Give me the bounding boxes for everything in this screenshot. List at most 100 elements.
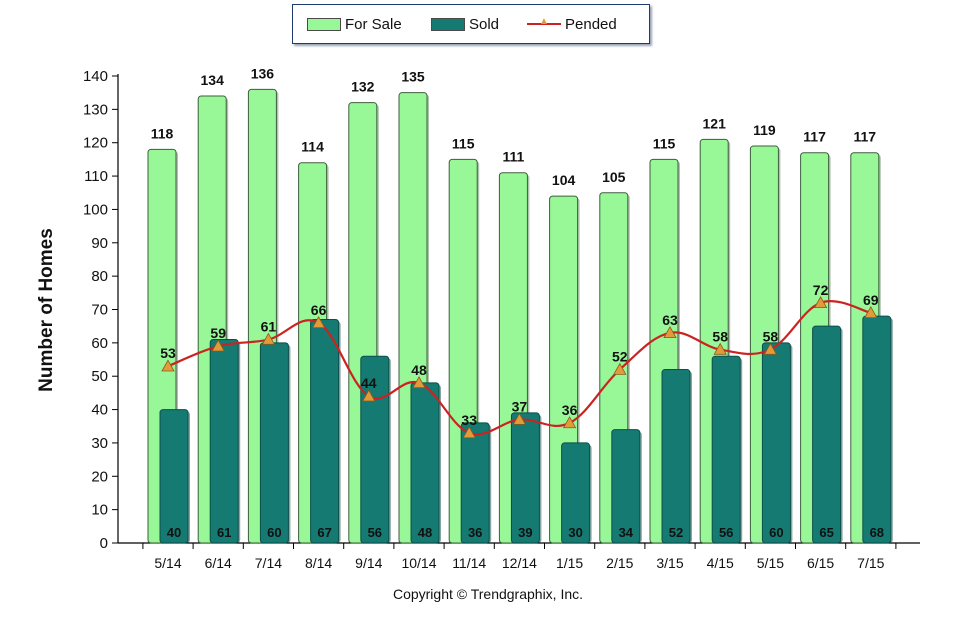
x-tick-label: 3/15 (656, 555, 683, 571)
bar-sold (259, 342, 289, 544)
data-label-for-sale: 115 (653, 135, 676, 151)
y-tick-label: 20 (91, 468, 108, 485)
data-label-sold: 52 (669, 525, 683, 540)
data-label-for-sale: 105 (602, 169, 626, 185)
x-tick-label: 4/15 (707, 555, 734, 571)
bar-sold (611, 429, 641, 544)
marker-pended (713, 342, 727, 355)
legend: For Sale Sold Pended (292, 4, 650, 44)
data-label-sold: 34 (619, 525, 634, 540)
legend-swatch-for-sale (307, 17, 341, 31)
data-label-sold: 67 (317, 525, 331, 540)
marker-pended (763, 342, 778, 355)
x-tick-label: 5/14 (154, 555, 181, 571)
data-label-sold: 60 (769, 525, 783, 540)
data-label-for-sale: 135 (401, 69, 425, 85)
y-tick-label: 110 (84, 168, 108, 185)
data-label-pended: 69 (863, 292, 879, 308)
marker-pended (562, 416, 577, 429)
legend-label-for-sale: For Sale (345, 15, 402, 33)
x-tick-label: 2/15 (606, 555, 633, 571)
data-label-pended: 36 (562, 402, 578, 418)
data-label-sold: 39 (518, 525, 532, 540)
legend-line-pended (527, 16, 561, 31)
data-label-pended: 52 (612, 349, 628, 365)
y-tick-label: 70 (91, 302, 108, 319)
data-label-sold: 48 (418, 525, 432, 540)
data-label-for-sale: 117 (854, 129, 877, 145)
y-tick-label: 50 (91, 368, 108, 385)
y-tick-label: 120 (83, 135, 108, 152)
copyright: Copyright © Trendgraphix, Inc. (392, 586, 584, 602)
y-tick-label: 140 (83, 68, 108, 85)
data-label-pended: 33 (461, 412, 477, 428)
data-label-sold: 65 (819, 525, 833, 540)
data-label-sold: 68 (870, 525, 884, 540)
bar-sold (661, 369, 691, 544)
data-label-sold: 56 (719, 525, 733, 540)
x-tick-label: 6/15 (807, 555, 834, 571)
y-tick-label: 130 (83, 101, 108, 118)
data-label-sold: 56 (368, 525, 382, 540)
data-label-pended: 66 (311, 302, 327, 318)
bar-sold (410, 382, 440, 544)
bar-sold (510, 412, 540, 544)
data-label-for-sale: 121 (703, 115, 727, 131)
legend-label-pended: Pended (565, 15, 617, 33)
y-tick-label: 0 (100, 535, 108, 552)
bar-sold (561, 442, 591, 544)
marker-pended (813, 296, 828, 309)
x-tick-label: 8/14 (305, 555, 332, 571)
x-tick-label: 7/14 (255, 555, 282, 571)
data-label-pended: 63 (662, 312, 678, 328)
data-label-for-sale: 111 (502, 149, 524, 165)
bar-sold (159, 409, 189, 544)
bar-sold (761, 342, 791, 544)
x-tick-label: 10/14 (401, 555, 436, 571)
marker-pended (462, 426, 476, 439)
marker-pended (864, 306, 878, 319)
marker-pended (412, 376, 426, 389)
legend-item-pended: Pended (527, 15, 617, 33)
data-label-for-sale: 132 (351, 79, 375, 95)
marker-pended (663, 326, 677, 339)
data-label-for-sale: 119 (753, 122, 776, 138)
marker-pended (161, 359, 175, 372)
x-tick-label: 9/14 (355, 555, 382, 571)
data-label-pended: 59 (210, 325, 226, 341)
bar-sold (862, 315, 892, 544)
y-axis-title: Number of Homes (36, 228, 57, 392)
x-tick-label: 5/15 (757, 555, 784, 571)
data-label-for-sale: 114 (301, 139, 324, 155)
data-label-pended: 53 (160, 345, 176, 361)
legend-item-for-sale: For Sale (307, 15, 402, 33)
x-tick-label: 6/14 (205, 555, 232, 571)
bar-sold (209, 339, 239, 544)
y-tick-label: 40 (91, 402, 108, 419)
y-tick-label: 90 (91, 235, 108, 252)
data-label-for-sale: 134 (201, 72, 225, 88)
marker-pended (261, 332, 276, 345)
x-tick-label: 11/14 (452, 555, 486, 571)
y-tick-label: 10 (91, 502, 108, 519)
bar-sold (711, 355, 741, 544)
data-label-pended: 44 (361, 375, 377, 391)
data-label-sold: 36 (468, 525, 482, 540)
data-label-sold: 30 (568, 525, 582, 540)
data-label-sold: 61 (217, 525, 231, 540)
bar-sold (360, 355, 390, 544)
data-label-pended: 72 (813, 282, 829, 298)
legend-item-sold: Sold (431, 15, 499, 33)
marker-pended (311, 316, 326, 329)
data-label-pended: 37 (512, 399, 528, 415)
data-label-pended: 58 (763, 329, 779, 345)
data-label-for-sale: 104 (552, 172, 576, 188)
marker-pended (211, 339, 225, 352)
data-label-pended: 61 (261, 319, 277, 335)
marker-pended (613, 362, 627, 375)
y-tick-label: 60 (91, 335, 108, 352)
data-label-for-sale: 117 (803, 129, 826, 145)
data-label-for-sale: 115 (452, 135, 475, 151)
data-label-for-sale: 136 (251, 65, 275, 81)
